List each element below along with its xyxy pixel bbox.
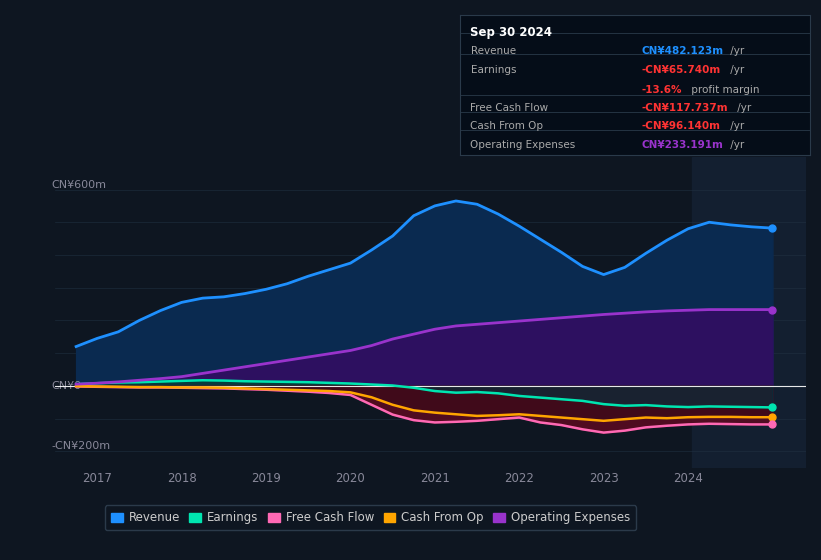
Text: -13.6%: -13.6% — [642, 85, 682, 95]
Text: CN¥600m: CN¥600m — [51, 180, 106, 189]
Text: Sep 30 2024: Sep 30 2024 — [470, 26, 553, 39]
Text: /yr: /yr — [727, 66, 744, 76]
Text: CN¥0: CN¥0 — [51, 381, 81, 391]
Text: CN¥482.123m: CN¥482.123m — [642, 46, 724, 56]
Text: Earnings: Earnings — [470, 66, 516, 76]
Bar — [692, 157, 806, 468]
Text: -CN¥96.140m: -CN¥96.140m — [642, 122, 721, 132]
Text: Cash From Op: Cash From Op — [470, 122, 544, 132]
Text: /yr: /yr — [727, 122, 744, 132]
Text: /yr: /yr — [727, 46, 744, 56]
Text: /yr: /yr — [735, 103, 752, 113]
Text: CN¥233.191m: CN¥233.191m — [642, 139, 724, 150]
Text: -CN¥200m: -CN¥200m — [51, 441, 110, 451]
Text: -CN¥117.737m: -CN¥117.737m — [642, 103, 728, 113]
Text: profit margin: profit margin — [688, 85, 759, 95]
Text: Operating Expenses: Operating Expenses — [470, 139, 576, 150]
Text: Free Cash Flow: Free Cash Flow — [470, 103, 548, 113]
Text: /yr: /yr — [727, 139, 744, 150]
Legend: Revenue, Earnings, Free Cash Flow, Cash From Op, Operating Expenses: Revenue, Earnings, Free Cash Flow, Cash … — [105, 505, 636, 530]
Text: -CN¥65.740m: -CN¥65.740m — [642, 66, 722, 76]
Text: Revenue: Revenue — [470, 46, 516, 56]
